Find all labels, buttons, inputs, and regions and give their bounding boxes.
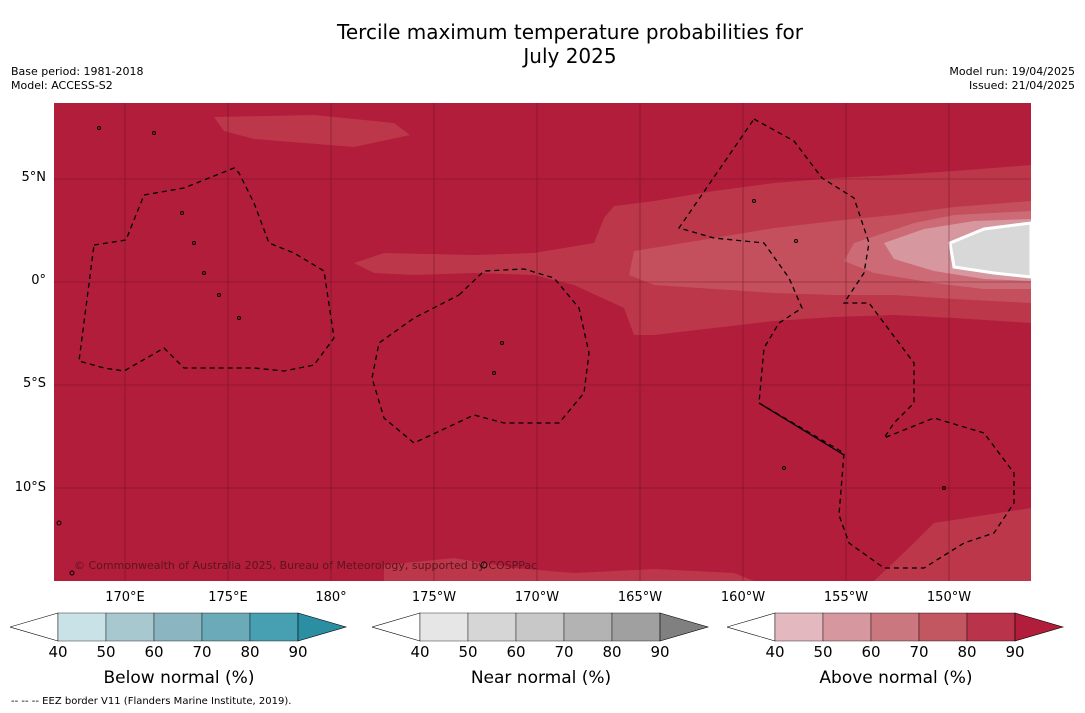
cbar-below-tick: 40 [48,643,68,661]
cbar-below-segment-4 [201,612,251,642]
cbar-near-lower-arrow [372,612,421,642]
cbar-below-tick: 80 [240,643,260,661]
band-80-northwest [214,115,410,147]
cbar-above-tick: 60 [861,643,881,661]
cbar-near-segment-4 [563,612,613,642]
eez-kiribati-gilbert [78,167,335,372]
colorbar-below-normal [10,612,348,642]
meta-left: Base period: 1981-2018 Model: ACCESS-S2 [11,65,143,93]
cbar-above-segment-4 [918,612,968,642]
lat-label-10s: 10°S [14,480,46,495]
model-run-text: Model run: 19/04/2025 [949,65,1075,78]
cbar-above-segment-5 [966,612,1016,642]
cbar-below-tick: 60 [144,643,164,661]
cbar-above-tick: 70 [909,643,929,661]
copyright-text: © Commonwealth of Australia 2025, Bureau… [74,559,538,572]
lon-label-150w: 150°W [926,590,972,605]
lon-label-160w: 160°W [720,590,766,605]
cbar-above-tick: 50 [813,643,833,661]
island-markers [56,126,946,576]
cbar-above-upper-arrow [1014,612,1065,642]
cbar-near-tick: 40 [410,643,430,661]
near-normal-patch [948,221,1031,279]
cbar-near-tick: 50 [458,643,478,661]
cbar-near-tick: 80 [602,643,622,661]
probability-map [54,103,1031,581]
lon-label-175e: 175°E [208,590,248,605]
cbar-below-upper-arrow [297,612,348,642]
colorbar-above-title: Above normal (%) [819,668,973,688]
eez-solid-border [758,402,845,456]
colorbar-below-title: Below normal (%) [103,668,255,688]
issued-text: Issued: 21/04/2025 [968,79,1075,92]
meta-right: Model run: 19/04/2025 Issued: 21/04/2025 [949,65,1075,93]
lat-label-5s: 5°S [22,376,46,391]
lat-label-0: 0° [31,273,46,288]
cbar-above-tick: 90 [1005,643,1025,661]
cbar-below-lower-arrow [10,612,59,642]
cbar-near-segment-2 [467,612,517,642]
cbar-above-lower-arrow [727,612,776,642]
cbar-near-tick: 60 [506,643,526,661]
title-line-2: July 2025 [523,44,617,68]
eez-footnote: -- -- -- EEZ border V11 (Flanders Marine… [11,696,292,707]
cbar-above-segment-2 [822,612,872,642]
chart-title: Tercile maximum temperature probabilitie… [0,20,1085,68]
cbar-above-segment-3 [870,612,920,642]
eez-kiribati-phoenix [371,268,590,444]
colorbar-above-normal [727,612,1065,642]
cbar-below-tick: 90 [288,643,308,661]
colorbar-near-title: Near normal (%) [470,668,612,688]
lon-label-175w: 175°W [411,590,457,605]
lon-label-180: 180° [315,590,347,605]
lon-label-170w: 170°W [514,590,560,605]
map-gridlines [54,103,1031,581]
cbar-below-tick: 50 [96,643,116,661]
cbar-near-upper-arrow [659,612,710,642]
lon-label-165w: 165°W [617,590,663,605]
cbar-above-tick: 40 [765,643,785,661]
cbar-near-tick: 90 [650,643,670,661]
band-80-south [384,558,754,581]
cbar-near-segment-5 [611,612,661,642]
cbar-near-segment-1 [419,612,469,642]
lon-label-155w: 155°W [823,590,869,605]
base-period-text: Base period: 1981-2018 [11,65,144,78]
colorbar-near-normal [372,612,710,642]
cbar-below-segment-5 [249,612,299,642]
lon-label-170e: 170°E [105,590,145,605]
band-80-southeast [874,508,1031,581]
eez-borders [78,118,1015,569]
cbar-below-segment-1 [57,612,107,642]
model-text: Model: ACCESS-S2 [11,79,113,92]
cbar-near-tick: 70 [554,643,574,661]
eez-kiribati-line [677,118,1015,569]
cbar-above-segment-1 [774,612,824,642]
cbar-above-tick: 80 [957,643,977,661]
map-base-fill [54,103,1031,581]
cbar-near-segment-3 [515,612,565,642]
title-line-1: Tercile maximum temperature probabilitie… [337,20,803,44]
lat-label-5n: 5°N [21,170,47,185]
cbar-below-segment-3 [153,612,203,642]
cbar-below-tick: 70 [192,643,212,661]
cbar-below-segment-2 [105,612,155,642]
